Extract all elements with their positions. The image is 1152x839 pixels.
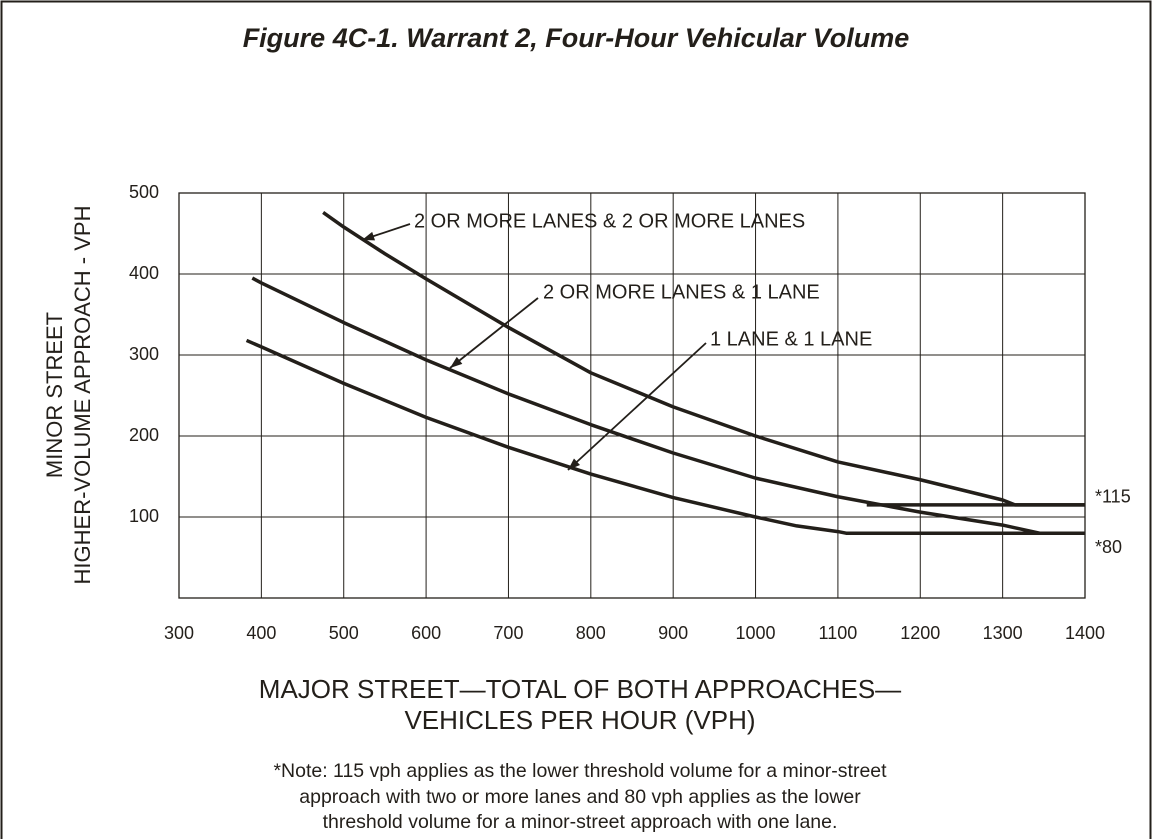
y-tick-label: 200 — [129, 425, 159, 445]
y-tick-label: 300 — [129, 344, 159, 364]
arrow-head — [362, 231, 375, 241]
plot-area — [178, 192, 1086, 599]
series-line — [322, 211, 1085, 507]
y-tick-label: 400 — [129, 263, 159, 283]
chart-title: Figure 4C-1. Warrant 2, Four-Hour Vehicu… — [243, 23, 910, 53]
x-tick-label: 1300 — [983, 623, 1023, 643]
arrow-head — [450, 356, 463, 368]
note: approach with two or more lanes and 80 v… — [299, 786, 861, 808]
series-line — [251, 276, 1085, 535]
threshold-label: *115 — [1095, 487, 1131, 507]
x-tick-label: 500 — [329, 623, 359, 643]
x-tick-label: 400 — [246, 623, 276, 643]
note: *Note: 115 vph applies as the lower thre… — [273, 760, 887, 782]
x-tick-label: 1100 — [819, 623, 858, 643]
y-tick-label: 500 — [129, 182, 159, 202]
leader-line — [449, 297, 539, 369]
y-axis-label: MINOR STREET — [42, 312, 67, 478]
x-tick-label: 1400 — [1065, 623, 1105, 643]
x-tick-label: 1000 — [736, 623, 776, 643]
arrow-head — [568, 458, 581, 470]
x-tick-label: 600 — [411, 623, 441, 643]
note: threshold volume for a minor-street appr… — [323, 811, 838, 833]
threshold-label: *80 — [1095, 537, 1122, 557]
x-axis-label: MAJOR STREET—TOTAL OF BOTH APPROACHES— — [259, 674, 901, 704]
x-tick-label: 900 — [658, 623, 688, 643]
x-tick-label: 300 — [164, 623, 194, 643]
leader-line — [567, 342, 707, 471]
x-tick-label: 800 — [576, 623, 606, 643]
series-label: 2 OR MORE LANES & 1 LANE — [543, 281, 820, 303]
series-label: 2 OR MORE LANES & 2 OR MORE LANES — [414, 210, 805, 232]
y-axis-label: HIGHER-VOLUME APPROACH - VPH — [70, 206, 95, 585]
x-axis-label: VEHICLES PER HOUR (VPH) — [404, 705, 755, 735]
y-tick-label: 100 — [129, 506, 159, 526]
x-tick-label: 700 — [493, 623, 523, 643]
x-tick-label: 1200 — [900, 623, 940, 643]
series-line — [245, 338, 1085, 535]
series-label: 1 LANE & 1 LANE — [710, 328, 872, 350]
